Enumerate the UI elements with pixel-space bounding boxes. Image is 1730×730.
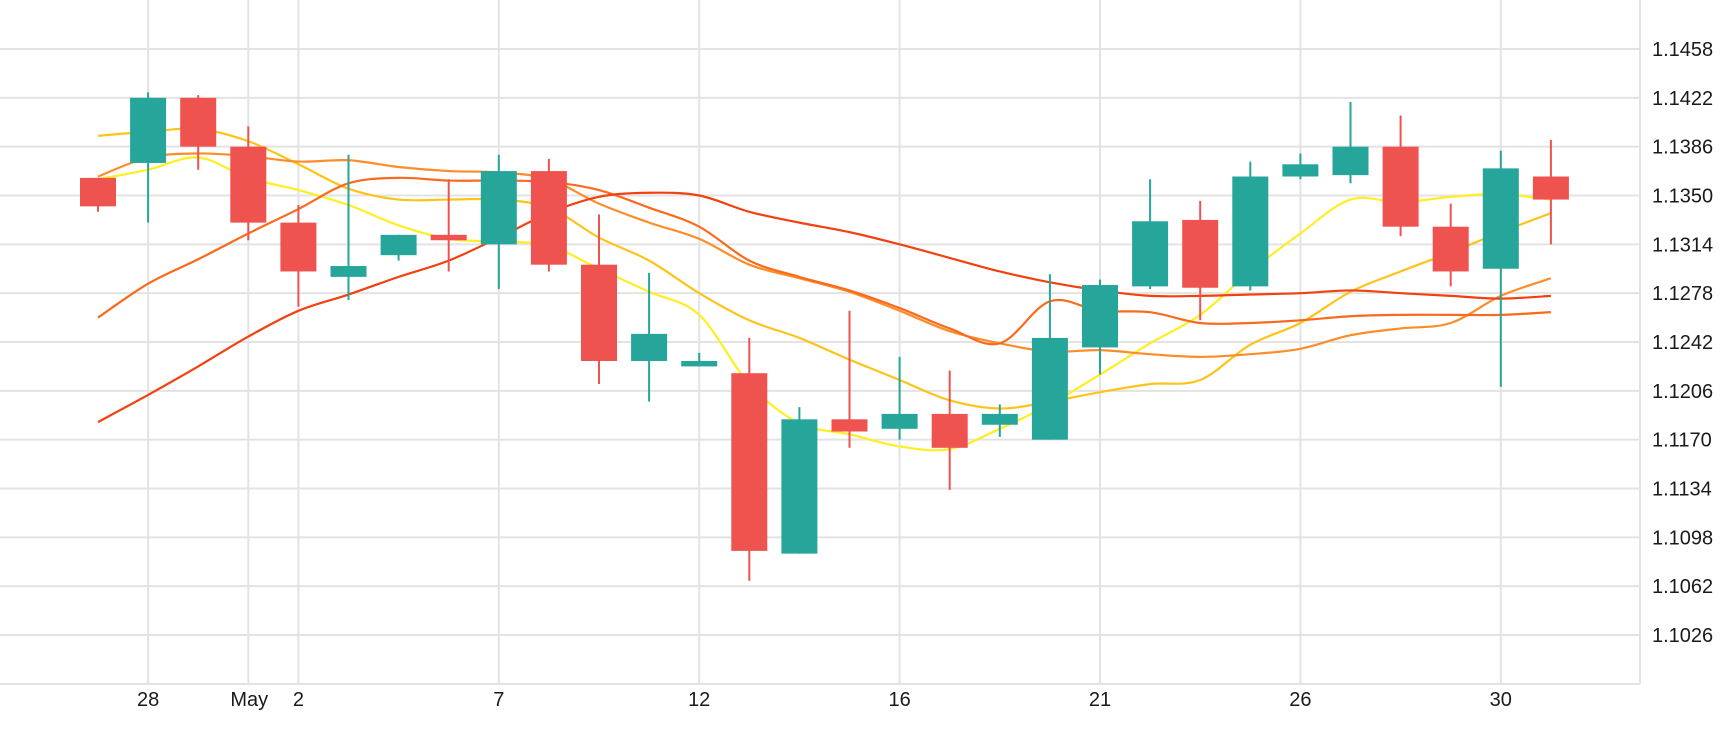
candle-body (581, 264, 617, 361)
horizontal-gridlines (0, 48, 1640, 636)
y-tick-label-2: 1.1386 (1652, 137, 1713, 159)
y-tick-label-6: 1.1242 (1652, 332, 1713, 354)
candle-12 (681, 352, 718, 367)
candle-body (130, 97, 167, 163)
candle-body (1532, 176, 1569, 200)
y-axis-tick-labels: 1.1458 1.1422 1.1386 1.1350 1.1314 1.1278 1.12… (1652, 39, 1713, 647)
y-tick-label-11: 1.1062 (1652, 576, 1713, 598)
candle-body (430, 234, 467, 241)
y-tick-label-5: 1.1278 (1652, 283, 1713, 305)
candle-body (1182, 219, 1219, 288)
x-tick-label-5: 16 (888, 689, 910, 711)
y-tick-label-10: 1.1098 (1652, 527, 1713, 549)
candle-body (1332, 146, 1369, 176)
candle-body (380, 234, 417, 256)
candle-body (881, 413, 918, 429)
candle-body (480, 171, 517, 245)
y-tick-label-0: 1.1458 (1652, 39, 1713, 61)
candle-1 (130, 92, 167, 223)
candle-body (1282, 164, 1319, 177)
y-tick-label-4: 1.1314 (1652, 234, 1713, 256)
candle-body (781, 419, 818, 554)
candle-body (180, 97, 217, 147)
x-tick-label-7: 26 (1289, 689, 1311, 711)
candle-body (1382, 146, 1419, 227)
candle-7 (430, 179, 467, 272)
candle-5 (330, 154, 367, 300)
candle-24 (1282, 153, 1319, 180)
candle-11 (631, 272, 668, 402)
candle-body (1031, 337, 1068, 440)
x-tick-label-0: 28 (137, 689, 159, 711)
candle-body (230, 146, 267, 223)
candle-body (931, 413, 968, 448)
x-tick-label-4: 12 (688, 689, 710, 711)
x-tick-label-6: 21 (1089, 689, 1111, 711)
candle-4 (280, 204, 317, 307)
ma-line-3 (97, 176, 1551, 346)
candle-body (631, 333, 668, 361)
candle-28 (1482, 150, 1519, 387)
x-tick-label-2: 2 (293, 689, 304, 711)
candles (80, 92, 1569, 581)
candle-body (330, 266, 367, 277)
candle-body (831, 419, 868, 432)
candle-22 (1182, 200, 1219, 321)
candle-6 (380, 234, 417, 261)
y-tick-label-1: 1.1422 (1652, 88, 1713, 110)
candle-body (530, 171, 567, 265)
candle-body (1232, 176, 1269, 287)
candle-body (280, 222, 317, 272)
candle-body (1132, 221, 1169, 287)
candle-0 (80, 177, 116, 212)
candle-2 (180, 95, 217, 170)
x-tick-label-1: May (230, 689, 268, 711)
candle-10 (581, 214, 617, 385)
y-tick-label-9: 1.1134 (1652, 479, 1712, 501)
candle-body (681, 360, 718, 367)
candle-body (1082, 285, 1118, 348)
candle-9 (530, 158, 567, 272)
candle-body (731, 373, 768, 551)
candle-20 (1082, 279, 1118, 375)
y-tick-label-8: 1.1170 (1652, 430, 1712, 452)
candle-3 (230, 126, 267, 241)
ma-line-4 (97, 191, 1551, 423)
y-tick-label-7: 1.1206 (1652, 381, 1713, 403)
candle-13 (731, 337, 768, 581)
candle-body (981, 413, 1018, 425)
candle-body (1432, 226, 1469, 272)
candle-19 (1031, 274, 1068, 440)
y-tick-label-12: 1.1026 (1652, 625, 1713, 647)
candle-body (1482, 168, 1519, 269)
candle-27 (1432, 203, 1469, 287)
candle-26 (1382, 115, 1419, 237)
moving-average-lines (97, 127, 1552, 452)
candle-15 (831, 310, 868, 448)
candle-8 (480, 154, 517, 290)
candle-14 (781, 407, 818, 554)
candle-21 (1132, 179, 1169, 290)
y-tick-label-3: 1.1350 (1652, 186, 1713, 208)
x-tick-label-3: 7 (493, 689, 504, 711)
candle-body (80, 177, 116, 207)
candle-17 (931, 370, 968, 490)
x-tick-label-8: 30 (1490, 689, 1512, 711)
candle-23 (1232, 161, 1269, 291)
candle-29 (1532, 139, 1569, 245)
candle-16 (881, 356, 918, 440)
x-axis-tick-labels: 28 May 2 7 12 16 21 26 30 (137, 689, 1512, 711)
candle-25 (1332, 101, 1369, 184)
candle-18 (981, 404, 1018, 437)
